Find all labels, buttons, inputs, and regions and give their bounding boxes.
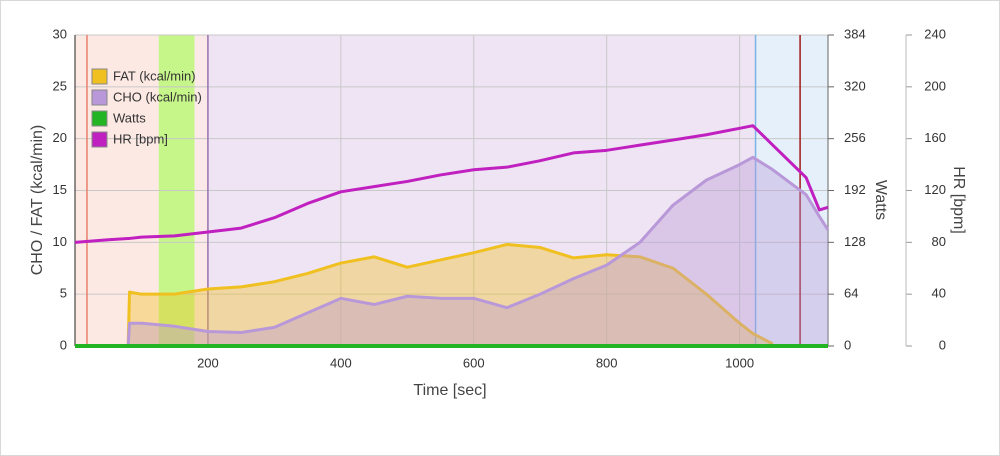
x-axis-title: Time [sec] <box>413 382 486 399</box>
y2-tick-label: 128 <box>844 234 866 249</box>
line <box>74 124 829 244</box>
y-tick-label: 15 <box>53 182 67 197</box>
x-tick-label: 1000 <box>725 355 754 370</box>
y2-axis-title: Watts <box>872 180 889 220</box>
legend-label: HR [bpm] <box>113 131 168 146</box>
legend-label: CHO (kcal/min) <box>113 89 202 104</box>
area <box>75 157 828 346</box>
y3-axis-title: HR [bpm] <box>950 166 967 234</box>
y2-tick-label: 320 <box>844 78 866 93</box>
y3-tick-label: 200 <box>924 78 946 93</box>
y2-tick-label: 256 <box>844 130 866 145</box>
legend-swatch <box>91 110 108 127</box>
y2-tick-label: 192 <box>844 182 866 197</box>
y-tick-label: 10 <box>53 234 67 249</box>
y2-tick-label: 384 <box>844 26 866 41</box>
legend-label: Watts <box>113 110 146 125</box>
legend-swatch <box>91 68 108 85</box>
y3-tick-label: 240 <box>924 26 946 41</box>
x-tick-label: 400 <box>330 355 352 370</box>
x-tick-label: 200 <box>197 355 219 370</box>
y-tick-label: 0 <box>60 337 67 352</box>
y3-tick-label: 80 <box>932 234 946 249</box>
x-tick-label: 800 <box>596 355 618 370</box>
y3-tick-label: 40 <box>932 286 946 301</box>
line <box>75 155 830 348</box>
line <box>75 242 774 348</box>
y-tick-label: 30 <box>53 26 67 41</box>
y3-tick-label: 160 <box>924 130 946 145</box>
legend-swatch <box>91 89 108 106</box>
legend-label: FAT (kcal/min) <box>113 68 196 83</box>
y-tick-label: 20 <box>53 130 67 145</box>
y-tick-label: 25 <box>53 78 67 93</box>
y3-tick-label: 0 <box>939 337 946 352</box>
y3-tick-label: 120 <box>924 182 946 197</box>
plot-area <box>74 34 830 348</box>
x-tick-label: 600 <box>463 355 485 370</box>
legend-swatch <box>91 131 108 148</box>
y-tick-label: 5 <box>60 286 67 301</box>
y2-tick-label: 64 <box>844 286 858 301</box>
y2-tick-label: 0 <box>844 337 851 352</box>
y-axis-title: CHO / FAT (kcal/min) <box>29 125 46 276</box>
